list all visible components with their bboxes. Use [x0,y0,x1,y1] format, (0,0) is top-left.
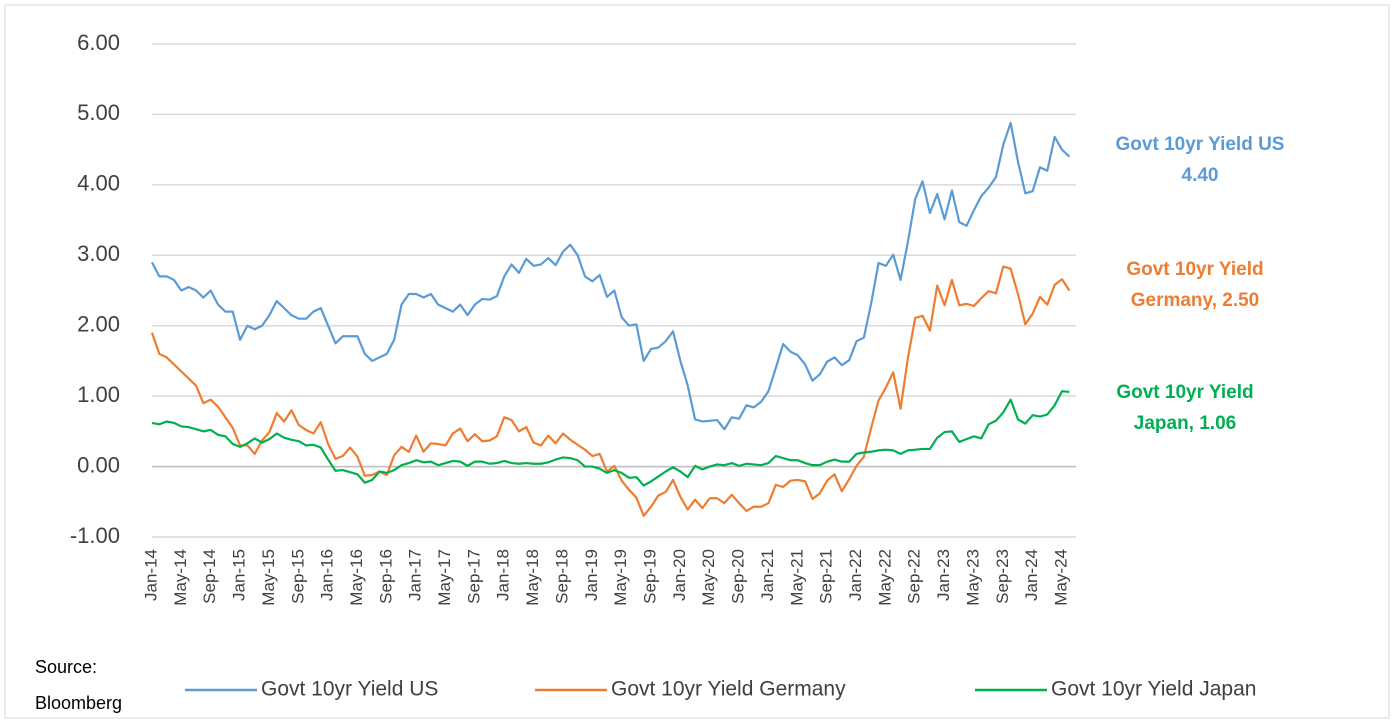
y-tick-label: 1.00 [77,382,120,407]
annotation: Japan, 1.06 [1134,413,1236,434]
source-note: Source: [35,657,97,677]
x-tick-label: May-14 [171,549,190,606]
x-tick-label: Jan-19 [582,549,601,601]
legend-label: Govt 10yr Yield Germany [611,678,846,701]
x-tick-label: Jan-23 [934,549,953,601]
y-tick-label: 3.00 [77,241,120,266]
x-tick-label: Sep-18 [552,549,571,604]
x-tick-label: May-21 [787,549,806,606]
x-tick-label: Jan-24 [1022,549,1041,601]
x-tick-label: May-17 [435,549,454,606]
legend-label: Govt 10yr Yield US [261,678,438,701]
legend-label: Govt 10yr Yield Japan [1051,678,1256,701]
x-tick-label: Jan-22 [846,549,865,601]
y-tick-label: 5.00 [77,100,120,125]
x-tick-label: Sep-22 [905,549,924,604]
series-line [150,265,1071,517]
x-tick-label: Sep-19 [641,549,660,604]
x-tick-label: May-15 [259,549,278,606]
x-tick-label: May-18 [523,549,542,606]
annotation: Govt 10yr Yield [1116,382,1253,403]
x-tick-label: May-23 [963,549,982,606]
x-tick-label: Jan-17 [406,549,425,601]
chart-border [4,4,1390,719]
x-tick-label: Sep-20 [729,549,748,604]
annotation: Govt 10yr Yield [1126,259,1263,280]
x-tick-label: Sep-23 [993,549,1012,604]
series-line [151,121,1071,431]
y-tick-label: 4.00 [77,171,120,196]
x-tick-label: May-22 [875,549,894,606]
annotation: Govt 10yr Yield US [1116,134,1285,155]
x-tick-label: May-19 [611,549,630,606]
x-tick-label: Jan-21 [758,549,777,601]
x-tick-label: May-16 [347,549,366,606]
x-tick-label: Jan-16 [318,549,337,601]
y-tick-label: 6.00 [77,30,120,55]
x-tick-label: May-24 [1051,549,1070,606]
annotation: 4.40 [1182,165,1219,186]
x-tick-label: Jan-14 [141,549,160,601]
x-tick-label: Jan-18 [494,549,513,601]
x-tick-label: Sep-16 [376,549,395,604]
series-line [151,390,1070,487]
x-tick-label: Sep-14 [200,549,219,604]
x-tick-label: Sep-17 [464,549,483,604]
x-tick-label: May-20 [699,549,718,606]
annotation: Germany, 2.50 [1131,290,1260,311]
x-tick-label: Jan-20 [670,549,689,601]
y-tick-label: 2.00 [77,312,120,337]
x-tick-label: Jan-15 [230,549,249,601]
source-note: Bloomberg [35,693,122,713]
x-tick-label: Sep-21 [817,549,836,604]
x-tick-label: Sep-15 [288,549,307,604]
y-tick-label: -1.00 [70,523,120,548]
y-tick-label: 0.00 [77,452,120,477]
